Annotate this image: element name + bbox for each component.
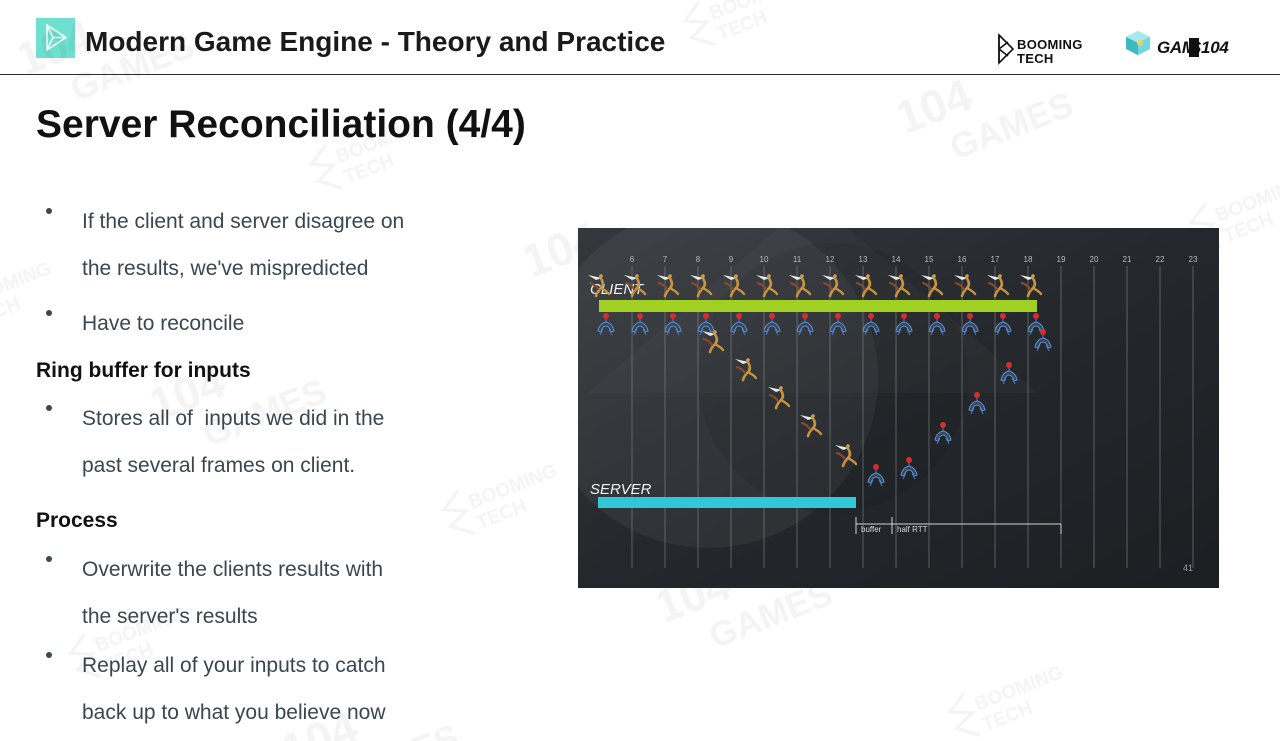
svg-text:7: 7 [663,255,668,264]
svg-text:19: 19 [1057,255,1066,264]
svg-text:buffer: buffer [861,525,882,534]
svg-text:17: 17 [991,255,1000,264]
svg-text:10: 10 [760,255,769,264]
svg-text:TECH: TECH [1017,51,1054,66]
svg-text:18: 18 [1024,255,1033,264]
svg-text:15: 15 [925,255,934,264]
svg-text:11: 11 [793,255,802,264]
svg-text:22: 22 [1156,255,1165,264]
svg-text:SERVER: SERVER [590,481,652,498]
svg-text:8: 8 [696,255,701,264]
svg-text:12: 12 [826,255,835,264]
svg-text:20: 20 [1090,255,1099,264]
svg-text:9: 9 [729,255,734,264]
svg-text:13: 13 [859,255,868,264]
svg-text:21: 21 [1123,255,1132,264]
svg-text:6: 6 [630,255,635,264]
svg-text:41: 41 [1183,563,1193,573]
svg-text:23: 23 [1189,255,1198,264]
svg-text:14: 14 [892,255,901,264]
svg-text:16: 16 [958,255,967,264]
svg-text:half RTT: half RTT [897,525,928,534]
svg-text:S104: S104 [1190,38,1229,57]
svg-text:BOOMING: BOOMING [1017,37,1083,52]
